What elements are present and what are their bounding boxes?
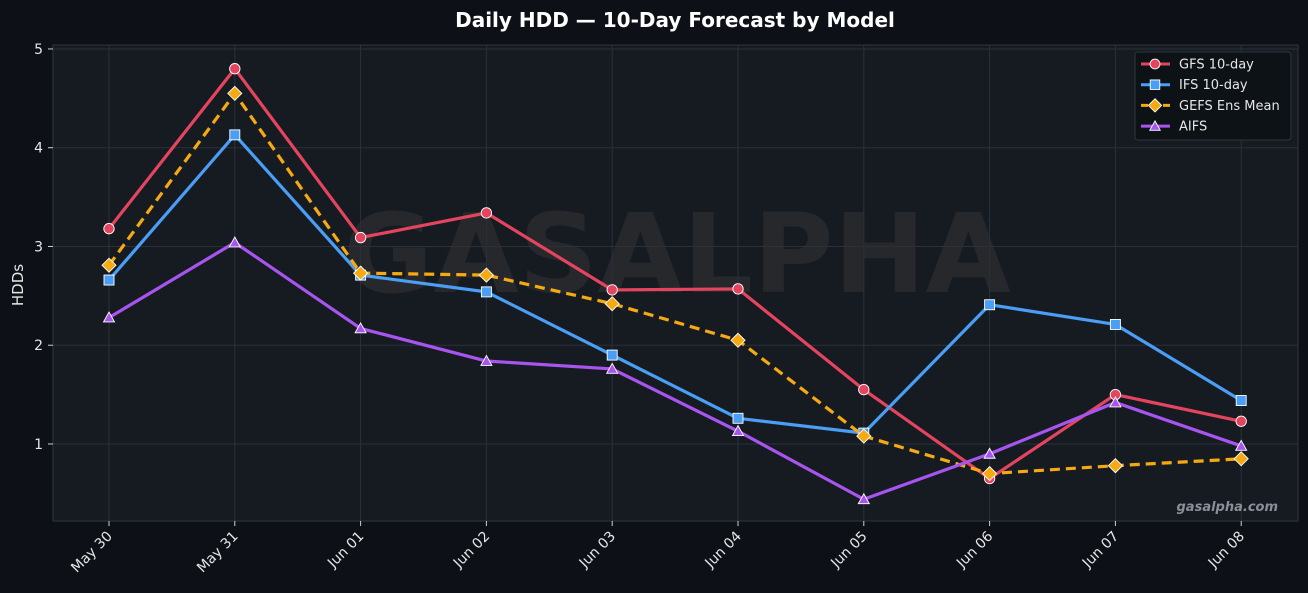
data-point-aifs	[605, 362, 619, 374]
y-tick-label: 4	[34, 141, 43, 157]
series-aifs	[102, 236, 1248, 505]
legend-label: GEFS Ens Mean	[1179, 99, 1280, 114]
credit-text: gasalpha.com	[1177, 500, 1279, 515]
legend-item-ifs-10-day: IFS 10-day	[1141, 78, 1248, 93]
data-point-aifs	[102, 311, 116, 323]
y-tick-label: 5	[34, 42, 43, 58]
plot-area	[52, 44, 1299, 522]
data-point-gfs-10-day	[858, 384, 870, 396]
series-layer	[101, 63, 1249, 505]
data-point-gefs-ens-mean	[730, 332, 746, 348]
series-line-gefs-ens-mean	[107, 91, 1242, 476]
series-line-aifs	[107, 240, 1243, 501]
data-point-gfs-10-day	[1235, 415, 1247, 427]
series-gefs-ens-mean	[101, 85, 1249, 482]
data-point-gfs-10-day	[732, 283, 744, 295]
data-point-aifs	[1234, 439, 1248, 451]
chart-title: Daily HDD — 10-Day Forecast by Model	[455, 8, 895, 32]
data-point-aifs	[857, 492, 871, 505]
series-line-gfs-10-day	[107, 67, 1243, 481]
y-axis-ticks: 1 2 3 4 5	[34, 42, 53, 453]
legend-item-gefs-ens-mean: GEFS Ens Mean	[1141, 98, 1280, 114]
data-point-gefs-ens-mean	[856, 428, 872, 444]
data-point-gfs-10-day	[606, 284, 618, 296]
y-tick-label: 2	[34, 338, 43, 354]
legend-marker	[1149, 79, 1161, 90]
data-point-ifs-10-day	[1109, 319, 1121, 330]
legend-label: AIFS	[1179, 120, 1207, 135]
data-point-ifs-10-day	[229, 129, 241, 141]
data-point-ifs-10-day	[103, 274, 115, 286]
data-point-ifs-10-day	[984, 299, 996, 311]
gridlines	[53, 45, 1298, 521]
legend-box	[1134, 51, 1292, 141]
legend-item-gfs-10-day: GFS 10-day	[1141, 58, 1254, 73]
data-point-aifs	[983, 447, 996, 459]
data-point-ifs-10-day	[606, 349, 618, 361]
data-point-aifs	[1109, 396, 1122, 408]
data-point-gefs-ens-mean	[1233, 451, 1249, 467]
data-point-gefs-ens-mean	[227, 85, 243, 102]
data-point-ifs-10-day	[480, 286, 492, 298]
data-point-aifs	[354, 322, 367, 334]
y-tick-label: 3	[34, 239, 43, 255]
legend-item-aifs: AIFS	[1141, 120, 1207, 135]
data-point-gfs-10-day	[103, 223, 115, 235]
data-point-aifs	[480, 354, 493, 366]
data-point-aifs	[228, 236, 242, 248]
legend-label: IFS 10-day	[1179, 78, 1248, 93]
watermark-text: GASALPHA	[343, 190, 1011, 318]
series-line-ifs-10-day	[107, 133, 1243, 435]
legend-marker	[1149, 58, 1161, 70]
data-point-gfs-10-day	[229, 63, 241, 75]
data-point-ifs-10-day	[1235, 395, 1247, 406]
data-point-gefs-ens-mean	[604, 296, 620, 312]
data-point-gefs-ens-mean	[101, 257, 117, 273]
data-point-gfs-10-day	[480, 207, 493, 219]
y-axis-label: HDDs	[9, 264, 27, 306]
data-point-gefs-ens-mean	[478, 267, 495, 283]
data-point-gfs-10-day	[354, 231, 367, 244]
y-tick-label: 1	[34, 437, 43, 453]
data-point-gefs-ens-mean	[981, 465, 998, 482]
legend-label: GFS 10-day	[1179, 58, 1254, 73]
legend-marker	[1147, 98, 1163, 113]
data-point-gefs-ens-mean	[1107, 458, 1124, 474]
legend-marker	[1149, 119, 1161, 131]
data-point-aifs	[731, 424, 745, 436]
data-point-gefs-ens-mean	[352, 265, 369, 281]
legend: GFS 10-day IFS 10-day GEFS Ens Mean AIFS	[1134, 51, 1292, 141]
data-point-ifs-10-day	[732, 412, 744, 424]
